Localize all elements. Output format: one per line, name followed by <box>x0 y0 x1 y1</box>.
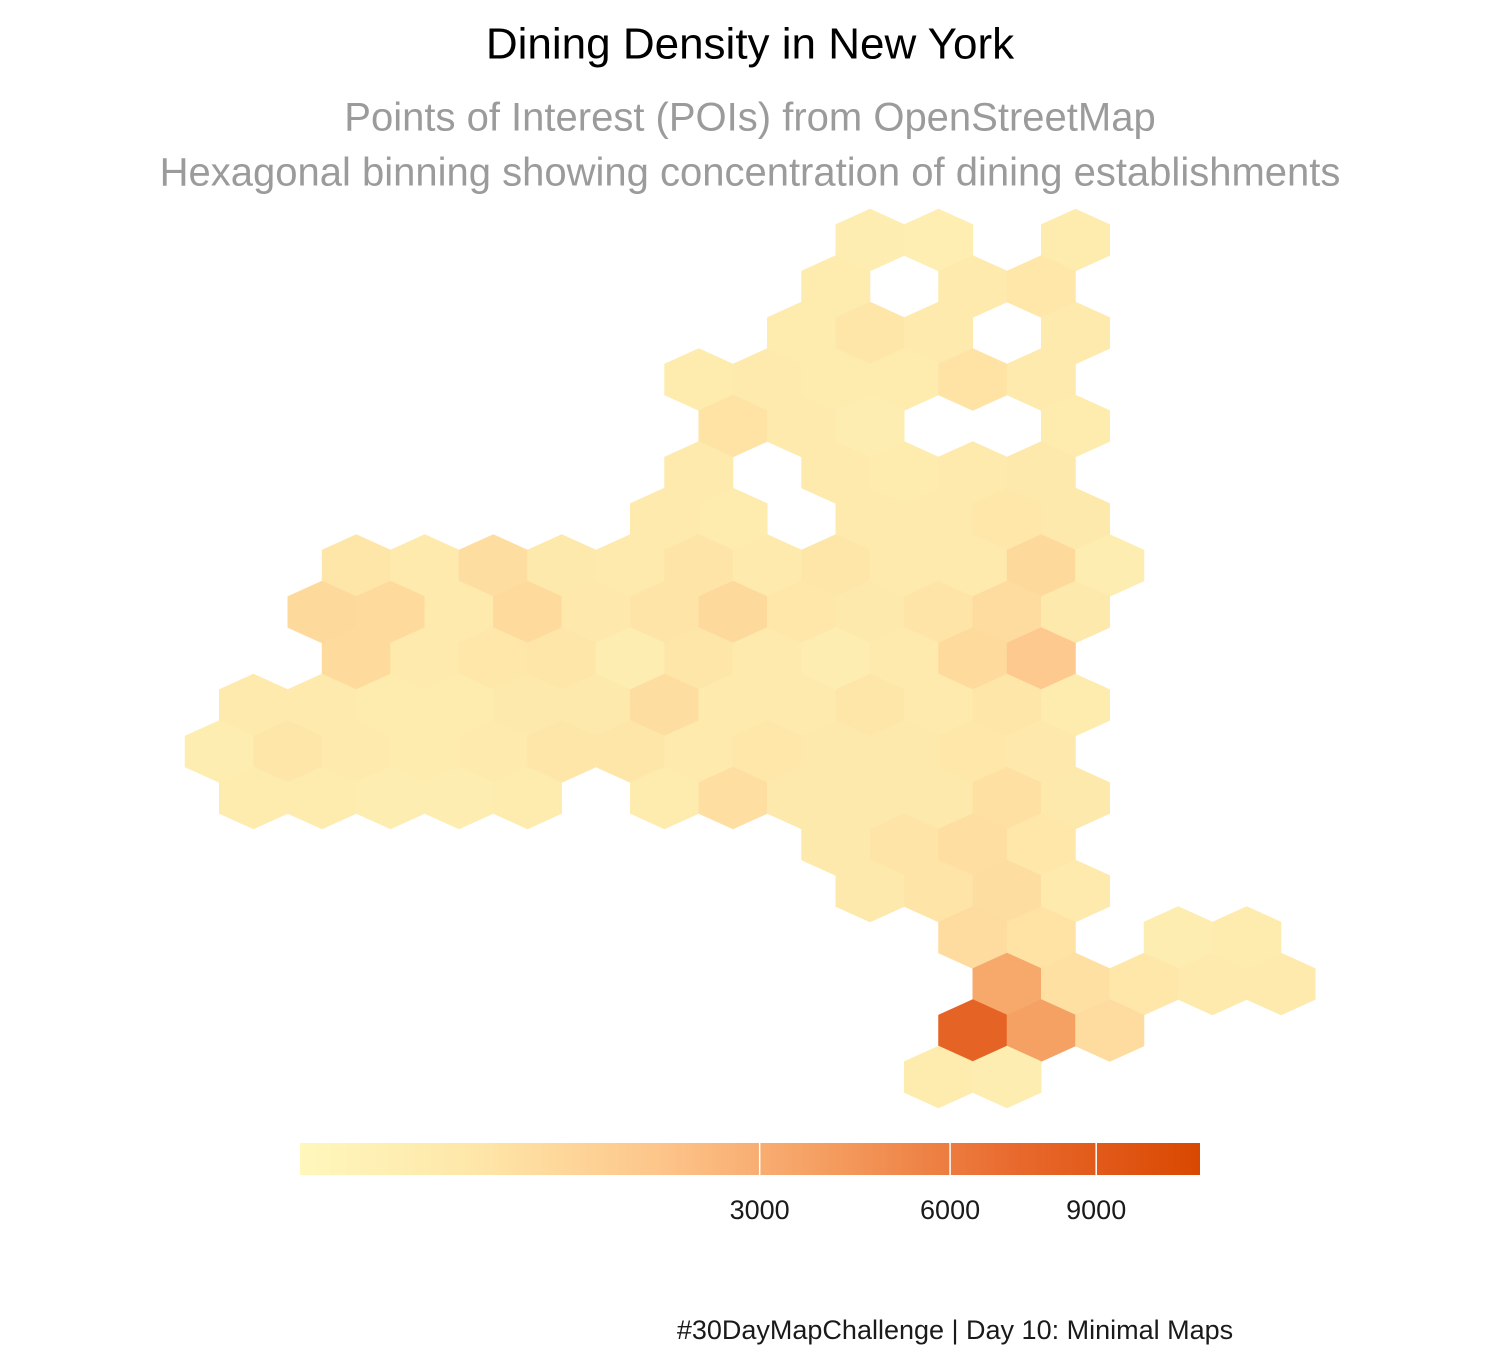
caption: #30DayMapChallenge | Day 10: Minimal Map… <box>677 1315 1233 1345</box>
hex-bin <box>1246 952 1316 1016</box>
colorbar-tick-label: 3000 <box>730 1195 790 1225</box>
colorbar-tick-label: 9000 <box>1066 1195 1126 1225</box>
colorbar-tick-label: 6000 <box>920 1195 980 1225</box>
chart-subtitle: Points of Interest (POIs) from OpenStree… <box>344 96 1155 140</box>
chart-title: Dining Density in New York <box>486 20 1015 69</box>
colorbar-ticks: 3000 6000 9000 <box>730 1143 1126 1225</box>
hex-bin <box>972 1045 1042 1109</box>
colorbar <box>300 1143 1200 1175</box>
chart-subtitle: Hexagonal binning showing concentration … <box>160 151 1341 195</box>
hex-bin <box>493 766 562 830</box>
hex-bin <box>1075 999 1145 1062</box>
hex-layer <box>184 208 1316 1109</box>
